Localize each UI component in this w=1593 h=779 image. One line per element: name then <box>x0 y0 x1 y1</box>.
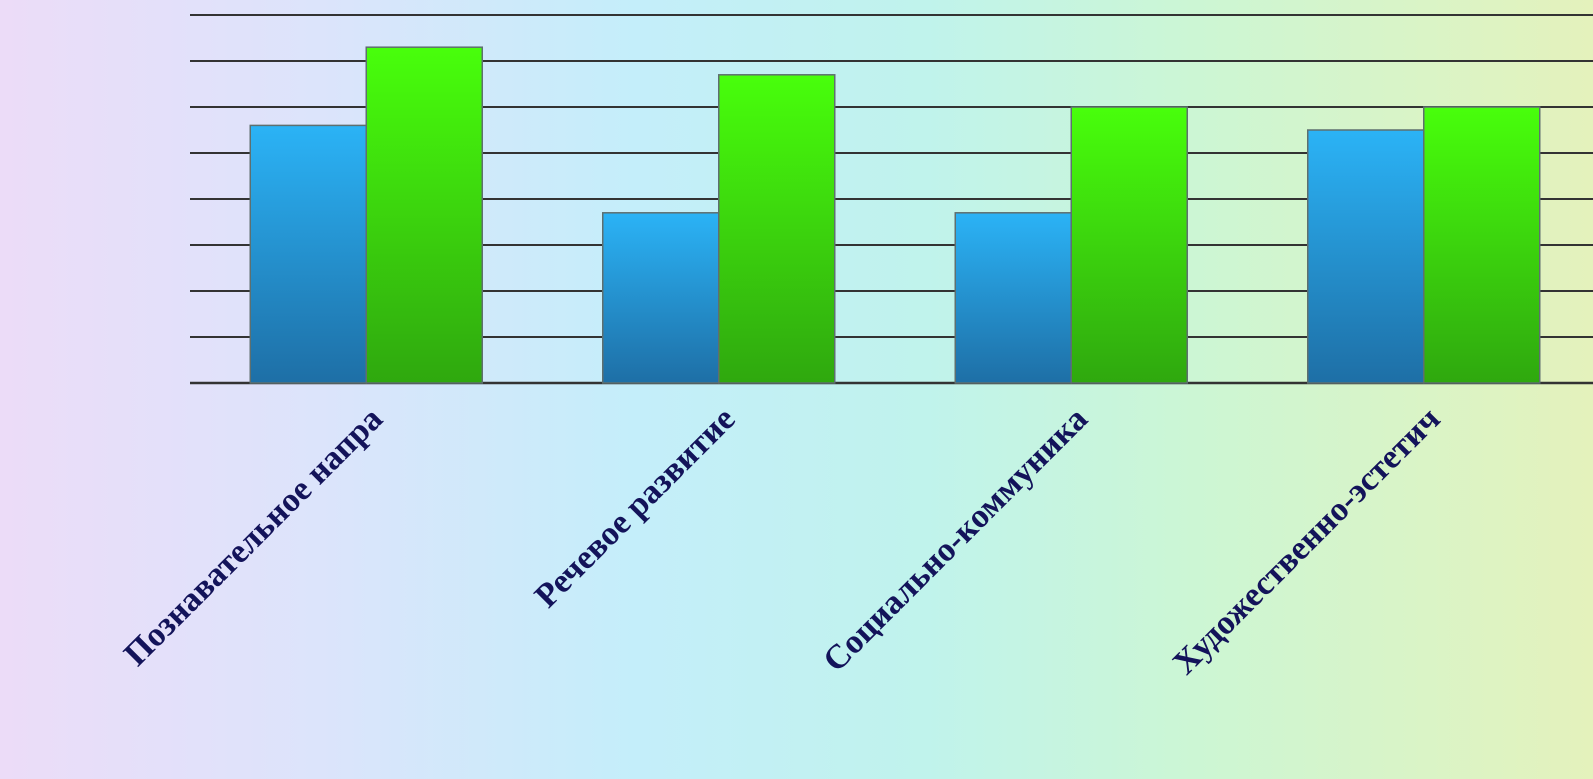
x-tick-label: Художественно-эстетич <box>1166 400 1447 681</box>
bars <box>249 46 1541 384</box>
x-tick-label: Социально-коммуника <box>816 400 1095 679</box>
bar-series1-4 <box>1307 129 1425 384</box>
x-axis-labels: Познавательное напра Речевое развитие Соци… <box>117 400 1447 681</box>
bar-series2-2 <box>718 74 836 384</box>
bar-series2-4 <box>1423 106 1541 384</box>
x-tick-label: Познавательное напра <box>117 400 390 673</box>
x-tick-label: Речевое развитие <box>528 400 743 615</box>
bar-series2-3 <box>1070 106 1188 384</box>
bar-series1-3 <box>954 212 1072 384</box>
bar-series1-1 <box>249 124 367 384</box>
bar-series1-2 <box>602 212 720 384</box>
bar-series2-1 <box>365 46 483 384</box>
